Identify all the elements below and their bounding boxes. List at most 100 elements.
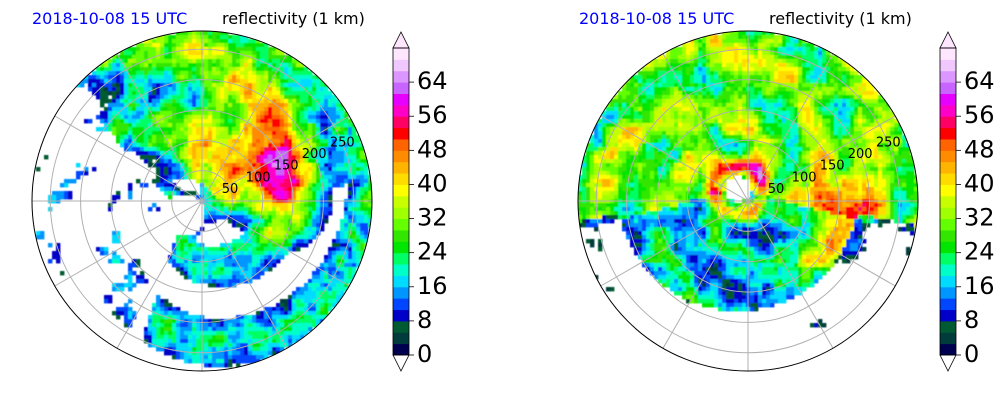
left-colorbar-segment: [393, 343, 409, 356]
right-colorbar-extend-min: [939, 354, 957, 372]
right-title-time: 2018-10-08 15 UTC: [579, 9, 734, 28]
right-azimuth-line: [662, 200, 749, 349]
left-azimuth-line: [201, 53, 288, 202]
right-colorbar-segment: [940, 184, 956, 197]
right-title-variable: reflectivity (1 km): [769, 9, 912, 28]
left-colorbar-segment: [393, 184, 409, 197]
left-panel: 2018-10-08 15 UTC reflectivity (1 km) 50…: [31, 9, 448, 372]
right-colorbar-extend-max: [939, 31, 957, 49]
left-polar-grid: [32, 31, 372, 371]
left-colorbar-segment: [393, 48, 409, 60]
left-colorbar-label-40: 40: [417, 169, 448, 197]
right-polar-frame: [577, 30, 919, 372]
right-colorbar-segment: [940, 275, 956, 288]
left-azimuth-line: [116, 53, 203, 202]
left-colorbar-segment: [393, 229, 409, 242]
left-colorbar-segment: [393, 127, 409, 140]
right-colorbar-segment: [940, 93, 956, 106]
right-colorbar-label-56: 56: [964, 101, 995, 129]
right-azimuth-line: [747, 115, 896, 202]
left-range-label-200: 200: [302, 147, 327, 162]
left-colorbar-segment: [393, 309, 409, 322]
right-range-label-150: 150: [820, 159, 845, 174]
right-azimuth-line: [747, 53, 834, 202]
left-colorbar-segment: [393, 275, 409, 288]
right-colorbar-segment: [940, 218, 956, 231]
right-colorbar-segment: [940, 241, 956, 254]
left-colorbar-label-48: 48: [417, 135, 448, 163]
left-colorbar-segment: [393, 332, 409, 345]
left-azimuth-line: [54, 200, 203, 287]
right-azimuth-line: [600, 115, 749, 202]
left-title-variable: reflectivity (1 km): [222, 9, 365, 28]
right-colorbar-segment: [940, 59, 956, 72]
right-colorbar-segment: [940, 127, 956, 140]
right-colorbar-segment: [940, 229, 956, 242]
right-colorbar-segment: [940, 104, 956, 117]
left-colorbar-segment: [393, 59, 409, 72]
left-range-label-50: 50: [222, 182, 239, 197]
right-panel: 2018-10-08 15 UTC reflectivity (1 km) 50…: [577, 9, 995, 372]
right-azimuth-line: [747, 200, 834, 349]
left-colorbar-label-8: 8: [417, 306, 432, 334]
right-colorbar-label-0: 0: [964, 340, 979, 368]
right-range-label-50: 50: [768, 182, 785, 197]
left-range-label-100: 100: [246, 170, 271, 185]
left-colorbar-segment: [393, 207, 409, 220]
right-colorbar-segment: [940, 161, 956, 174]
left-polar-frame: [31, 30, 373, 372]
right-azimuth-line: [600, 200, 749, 287]
right-colorbar-segment: [940, 150, 956, 163]
left-colorbar-segment: [393, 286, 409, 299]
left-colorbar-segment: [393, 161, 409, 174]
right-colorbar-segment: [940, 116, 956, 129]
left-colorbar-label-16: 16: [417, 272, 448, 300]
right-polar-grid: [578, 31, 918, 371]
left-colorbar-segment: [393, 320, 409, 333]
right-colorbar-label-64: 64: [964, 67, 995, 95]
left-colorbar-extend-min: [392, 354, 410, 372]
left-colorbar-label-0: 0: [417, 340, 432, 368]
right-colorbar-segment: [940, 309, 956, 322]
left-colorbar-segment: [393, 70, 409, 83]
left-colorbar-segment: [393, 298, 409, 311]
right-colorbar-segment: [940, 173, 956, 185]
left-colorbar-extend-max: [392, 31, 410, 49]
right-colorbar-segment: [940, 207, 956, 220]
left-colorbar-segment: [393, 138, 409, 151]
right-colorbar: 0 8 16 24 32 40 48 56 64: [939, 31, 995, 372]
left-colorbar-segment: [393, 150, 409, 163]
right-colorbar-segment: [940, 286, 956, 299]
right-colorbar-segment: [940, 332, 956, 345]
left-colorbar-label-64: 64: [417, 67, 448, 95]
right-colorbar-frame: [939, 47, 957, 356]
right-colorbar-label-40: 40: [964, 169, 995, 197]
right-colorbar-segment: [940, 320, 956, 333]
left-colorbar-segment: [393, 218, 409, 231]
left-colorbar-segment: [393, 252, 409, 265]
left-range-label-150: 150: [274, 159, 299, 174]
left-range-label-250: 250: [330, 135, 355, 150]
left-colorbar-segment: [393, 104, 409, 117]
left-colorbar-segment: [393, 241, 409, 254]
left-colorbar-segment: [393, 195, 409, 208]
left-azimuth-line: [201, 115, 350, 202]
right-azimuth-line: [662, 53, 749, 202]
left-colorbar-frame: [392, 47, 410, 356]
left-colorbar-label-56: 56: [417, 101, 448, 129]
right-range-label-200: 200: [848, 147, 873, 162]
right-range-label-250: 250: [876, 135, 901, 150]
left-colorbar-segment: [393, 82, 409, 94]
right-colorbar-label-24: 24: [964, 238, 995, 266]
left-colorbar-segment: [393, 93, 409, 106]
right-colorbar-segment: [940, 138, 956, 151]
right-colorbar-segment: [940, 70, 956, 83]
right-azimuth-line: [747, 200, 896, 287]
left-colorbar-segment: [393, 264, 409, 276]
left-azimuth-line: [116, 200, 203, 349]
right-colorbar-label-8: 8: [964, 306, 979, 334]
left-colorbar-label-24: 24: [417, 238, 448, 266]
right-colorbar-segment: [940, 298, 956, 311]
